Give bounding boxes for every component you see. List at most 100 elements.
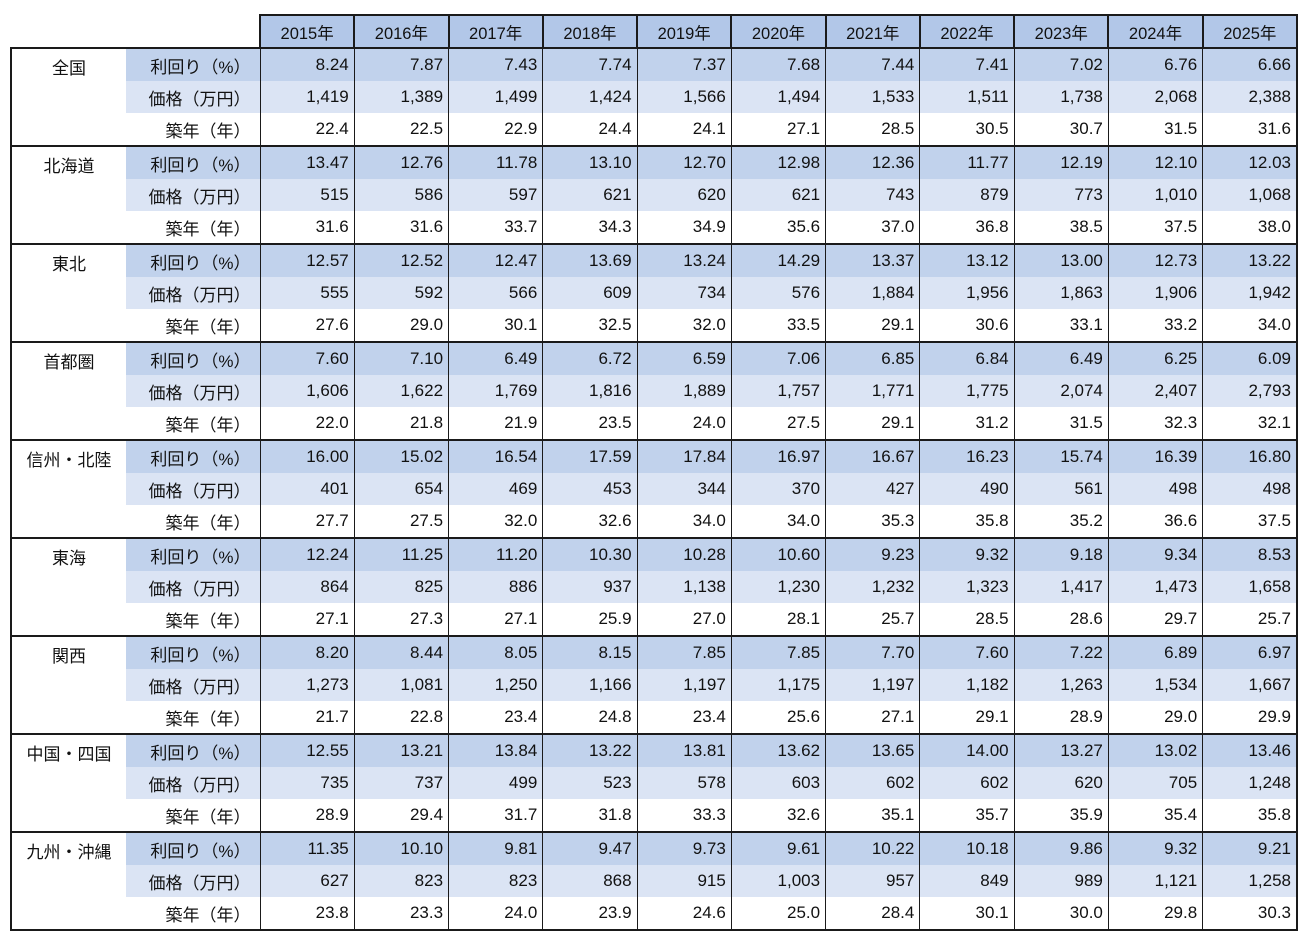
value-cell: 29.1	[825, 407, 920, 440]
value-cell: 13.12	[919, 243, 1015, 277]
value-cell: 6.49	[1013, 341, 1109, 375]
value-cell: 16.23	[919, 439, 1015, 473]
value-cell: 1,175	[730, 669, 826, 701]
value-cell: 12.55	[259, 733, 355, 767]
value-cell: 24.1	[636, 113, 732, 146]
value-cell: 29.7	[1107, 603, 1203, 636]
value-cell: 13.10	[542, 145, 638, 179]
value-cell: 34.0	[636, 505, 732, 538]
value-cell: 31.6	[1202, 113, 1299, 146]
value-cell: 737	[353, 767, 449, 799]
value-cell: 1,906	[1107, 277, 1203, 309]
value-cell: 27.1	[730, 113, 826, 146]
value-cell: 13.27	[1013, 733, 1109, 767]
metric-label-cell: 価格（万円）	[126, 767, 260, 799]
value-cell: 24.6	[636, 897, 732, 931]
year-column-header: 2015年	[258, 14, 356, 49]
value-cell: 31.7	[448, 799, 543, 832]
value-cell: 1,389	[353, 81, 449, 113]
value-cell: 9.34	[1107, 537, 1203, 571]
value-cell: 1,667	[1202, 669, 1299, 701]
value-cell: 32.1	[1202, 407, 1299, 440]
value-cell: 25.7	[825, 603, 920, 636]
value-cell: 13.22	[1202, 243, 1299, 277]
year-column-header: 2024年	[1107, 14, 1204, 49]
value-cell: 1,769	[448, 375, 543, 407]
value-cell: 11.77	[919, 145, 1015, 179]
value-cell: 6.09	[1202, 341, 1299, 375]
value-cell: 16.67	[825, 439, 920, 473]
value-cell: 15.74	[1013, 439, 1109, 473]
value-cell: 22.4	[259, 113, 355, 146]
table-row: 価格（万円） 401 654 469 453 344 370 427 490 561 498 498	[11, 473, 1299, 505]
value-cell: 401	[259, 473, 355, 505]
value-cell: 9.18	[1013, 537, 1109, 571]
value-cell: 8.20	[259, 635, 355, 669]
value-cell: 35.8	[1202, 799, 1299, 832]
value-cell: 1,606	[259, 375, 355, 407]
regional-investment-table: 2015年 2016年 2017年 2018年 2019年 2020年 2021年 2022年…	[10, 14, 1299, 931]
value-cell: 8.44	[353, 635, 449, 669]
value-cell: 620	[636, 179, 732, 211]
region-name-cell: 東北	[10, 243, 126, 343]
value-cell: 9.73	[636, 831, 732, 865]
table-header: 2015年 2016年 2017年 2018年 2019年 2020年 2021年 2022年…	[11, 14, 1299, 49]
table-row: 九州・沖縄 利回り（%） 11.35 10.10 9.81 9.47 9.73 9.61 10.…	[10, 831, 1299, 931]
value-cell: 35.6	[730, 211, 826, 244]
value-cell: 1,622	[353, 375, 449, 407]
value-cell: 989	[1013, 865, 1109, 897]
value-cell: 13.37	[825, 243, 920, 277]
value-cell: 578	[636, 767, 732, 799]
metric-label-cell: 利回り（%）	[126, 733, 260, 767]
value-cell: 27.0	[636, 603, 732, 636]
value-cell: 7.37	[636, 47, 732, 81]
value-cell: 12.03	[1202, 145, 1299, 179]
value-cell: 30.7	[1013, 113, 1109, 146]
year-column-header: 2017年	[447, 14, 544, 49]
table-row: 築年（年） 22.0 21.8 21.9 23.5 24.0 27.5 29.1 31.2 31.…	[11, 407, 1299, 440]
metric-label-cell: 価格（万円）	[126, 571, 260, 603]
table-row: 築年（年） 23.8 23.3 24.0 23.9 24.6 25.0 28.4 30.1 30.…	[11, 897, 1299, 931]
value-cell: 370	[730, 473, 826, 505]
value-cell: 28.5	[825, 113, 920, 146]
value-cell: 9.32	[1107, 831, 1203, 865]
value-cell: 30.3	[1202, 897, 1299, 931]
value-cell: 7.68	[730, 47, 826, 81]
metric-label-cell: 築年（年）	[126, 211, 260, 244]
value-cell: 609	[542, 277, 638, 309]
value-cell: 10.60	[730, 537, 826, 571]
value-cell: 37.5	[1107, 211, 1203, 244]
value-cell: 13.84	[448, 733, 543, 767]
value-cell: 27.3	[353, 603, 449, 636]
table-row: 価格（万円） 1,419 1,389 1,499 1,424 1,566 1,494 1,53…	[11, 81, 1299, 113]
value-cell: 31.5	[1013, 407, 1109, 440]
value-cell: 1,250	[448, 669, 543, 701]
year-column-header: 2022年	[918, 14, 1016, 49]
value-cell: 10.28	[636, 537, 732, 571]
value-cell: 6.72	[542, 341, 638, 375]
region-name-cell: 全国	[10, 47, 126, 147]
region-name-cell: 首都圏	[10, 341, 126, 441]
value-cell: 27.7	[259, 505, 355, 538]
value-cell: 1,775	[919, 375, 1015, 407]
value-cell: 2,074	[1013, 375, 1109, 407]
value-cell: 6.49	[448, 341, 543, 375]
value-cell: 868	[542, 865, 638, 897]
value-cell: 498	[1107, 473, 1203, 505]
value-cell: 24.8	[542, 701, 638, 734]
value-cell: 34.9	[636, 211, 732, 244]
year-column-header: 2019年	[636, 14, 733, 49]
region-name-cell: 関西	[10, 635, 126, 735]
table-body: 全国 利回り（%） 8.24 7.87 7.43 7.74 7.37 7.68 7.44 7.41…	[10, 47, 1299, 931]
value-cell: 27.5	[730, 407, 826, 440]
value-cell: 627	[259, 865, 355, 897]
table-row: 築年（年） 21.7 22.8 23.4 24.8 23.4 25.6 27.1 29.1 28.…	[11, 701, 1299, 734]
value-cell: 1,889	[636, 375, 732, 407]
value-cell: 1,419	[259, 81, 355, 113]
region-name-cell: 信州・北陸	[10, 439, 126, 539]
value-cell: 1,473	[1107, 571, 1203, 603]
value-cell: 31.5	[1107, 113, 1203, 146]
table-row: 価格（万円） 864 825 886 937 1,138 1,230 1,232 1,323 1,…	[11, 571, 1299, 603]
value-cell: 29.4	[353, 799, 449, 832]
value-cell: 28.6	[1013, 603, 1109, 636]
